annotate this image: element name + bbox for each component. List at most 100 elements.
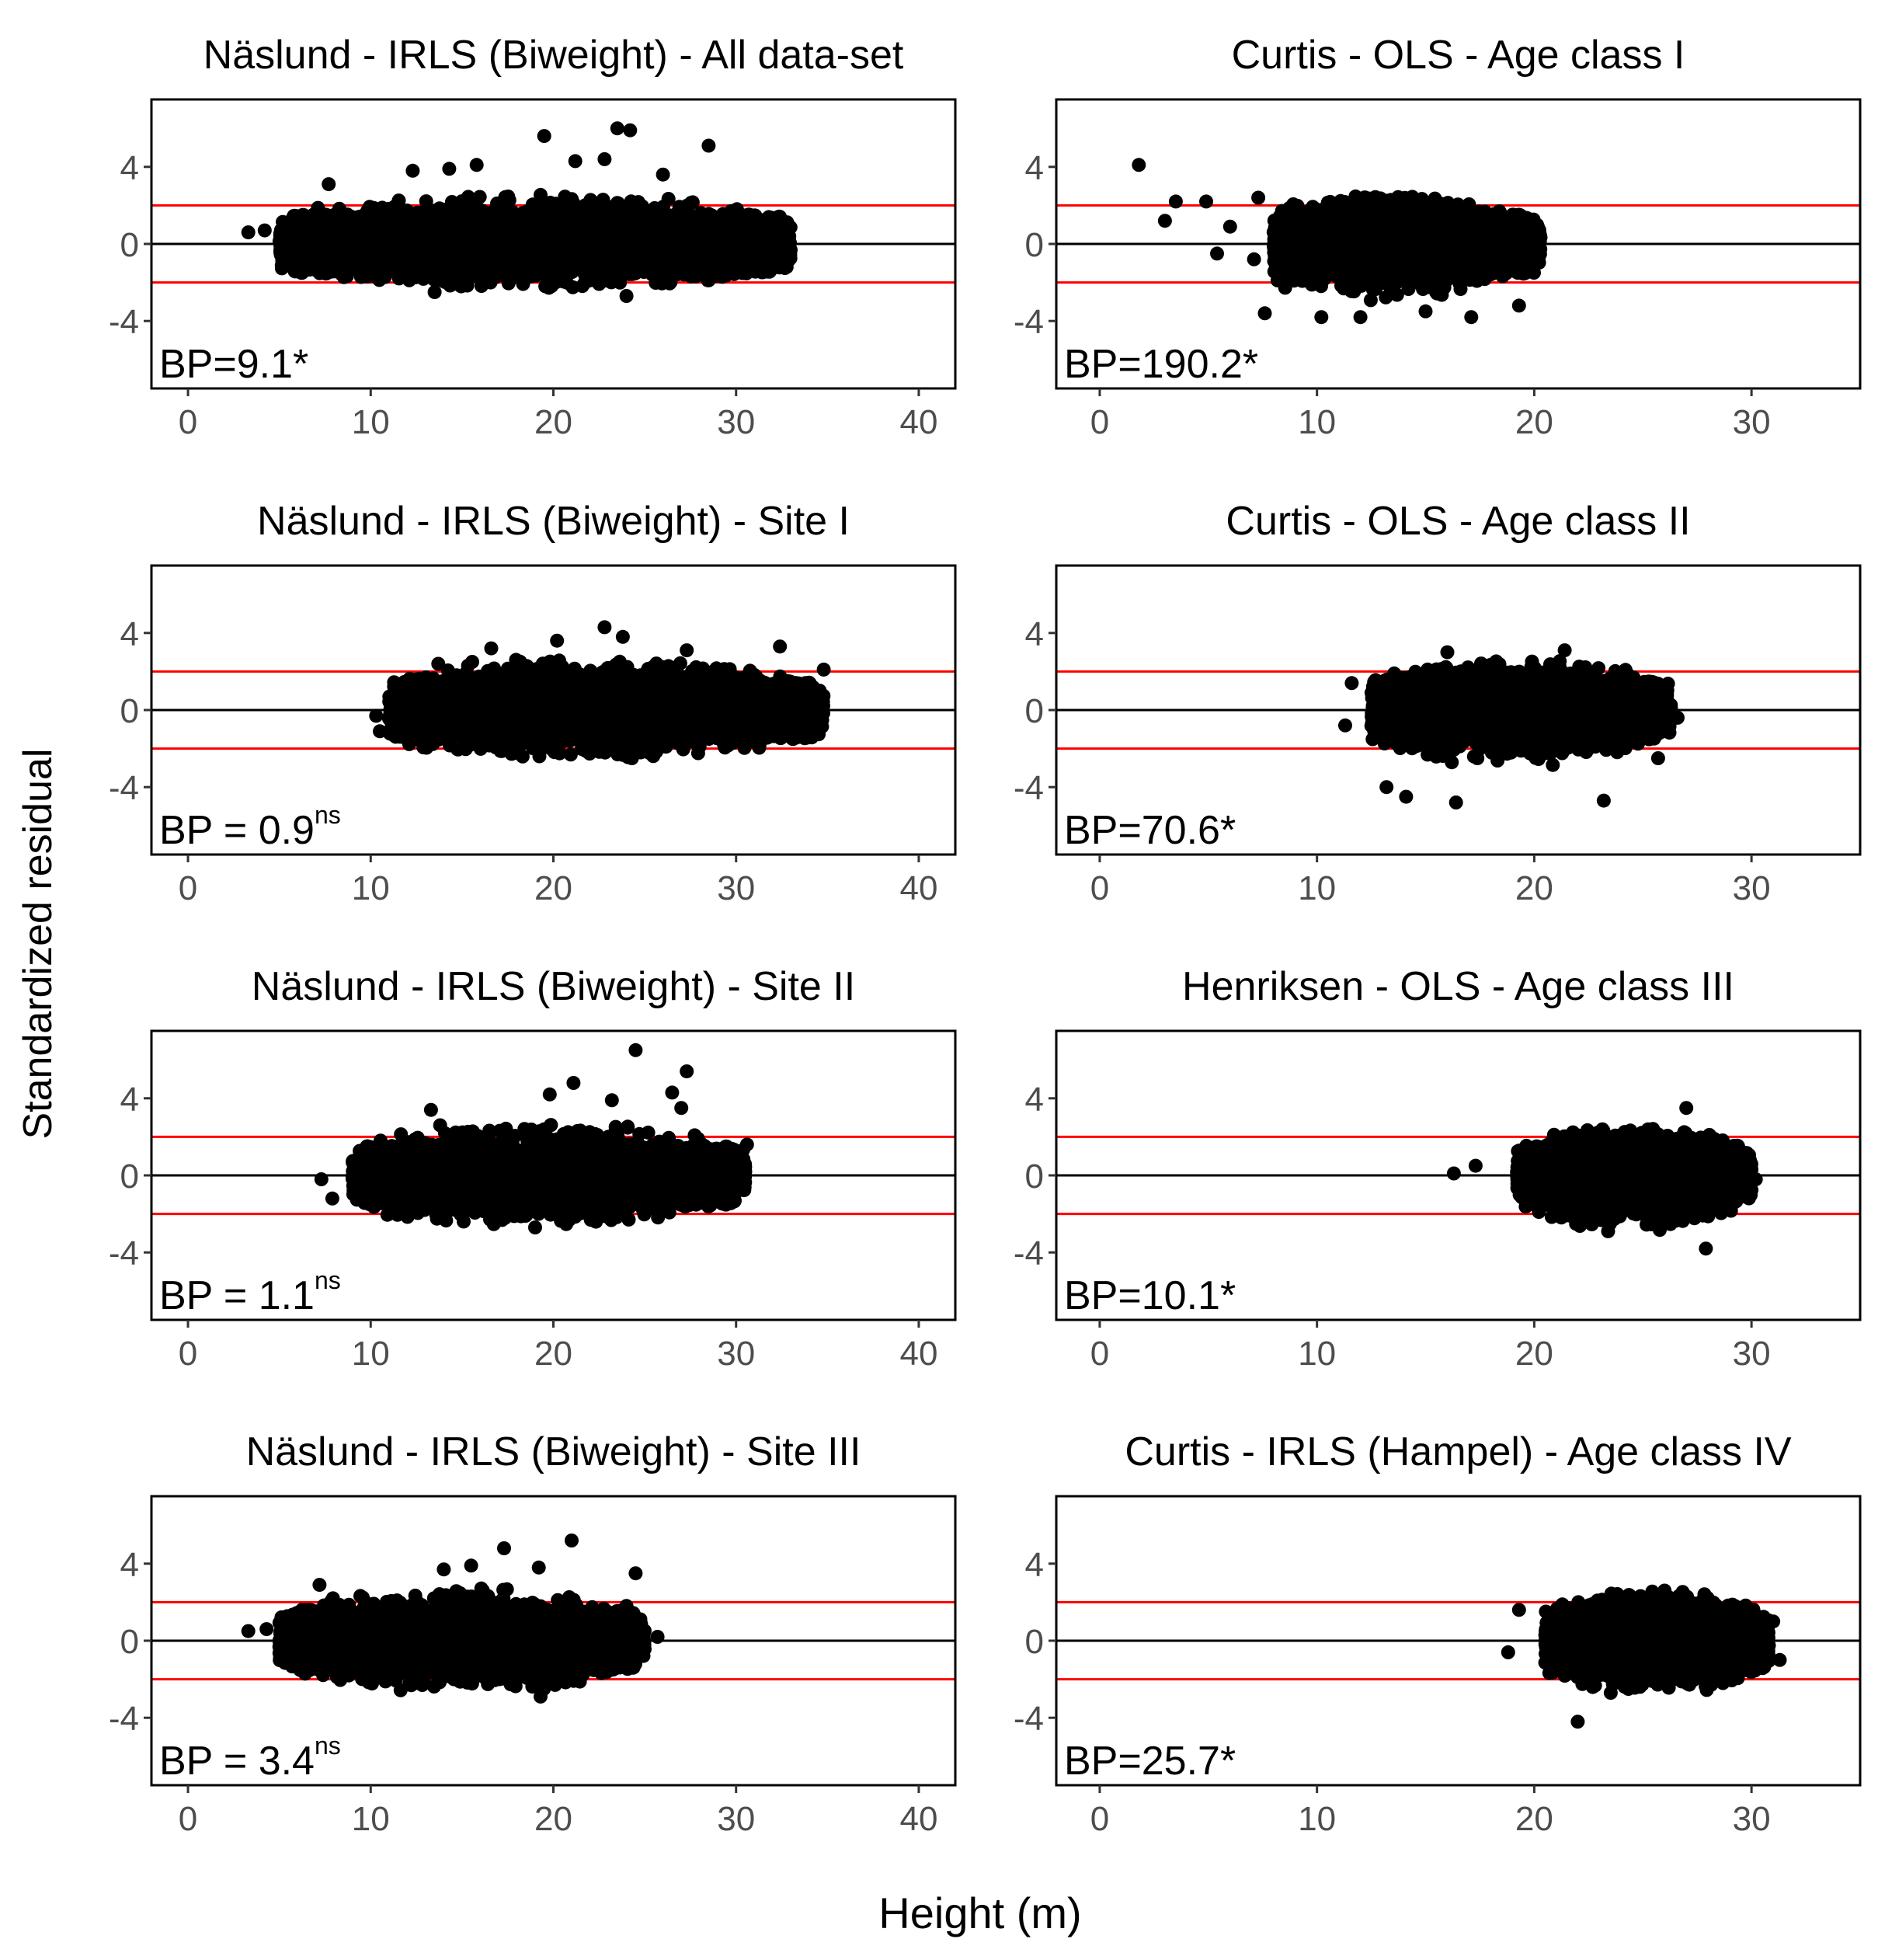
data-point (461, 190, 475, 204)
outlier-point (656, 167, 670, 182)
data-point (283, 249, 299, 265)
data-point (672, 233, 688, 249)
data-point (495, 217, 511, 233)
data-point (575, 279, 589, 294)
data-point (690, 225, 706, 242)
data-point (273, 227, 287, 241)
outlier-point (537, 129, 551, 144)
data-point (443, 224, 460, 240)
data-point (343, 214, 360, 231)
panel-2: Curtis - OLS - Age class I40-40 10 20 30BP=… (1014, 33, 1862, 441)
data-point (423, 243, 438, 259)
data-point (569, 242, 586, 258)
data-point (370, 240, 386, 256)
data-point (534, 225, 549, 242)
outlier-point (442, 162, 457, 176)
data-point (419, 194, 433, 209)
data-point (721, 260, 737, 277)
data-point (482, 264, 498, 280)
data-point (592, 277, 607, 291)
data-point (767, 219, 784, 235)
outlier-point (610, 121, 624, 136)
data-point (618, 238, 635, 255)
data-point (534, 187, 548, 202)
data-point (613, 221, 628, 237)
data-point (468, 220, 484, 236)
outlier-point (322, 177, 336, 192)
data-point (675, 210, 691, 226)
y-tick-label: 4 (120, 149, 139, 187)
data-point (388, 236, 405, 252)
x-tick-label: 30 (717, 403, 755, 441)
data-point (444, 195, 459, 209)
data-point (294, 264, 310, 280)
data-point (375, 264, 391, 280)
data-point (474, 252, 490, 269)
x-tick-label: 40 (899, 403, 937, 441)
data-point (453, 255, 468, 271)
data-point (325, 208, 342, 224)
data-point (674, 261, 690, 277)
x-axis-label: Height (m) (878, 1889, 1081, 1937)
data-point (702, 263, 718, 279)
data-point (315, 247, 331, 263)
data-point (485, 244, 500, 260)
data-point (500, 236, 516, 252)
data-point (442, 235, 458, 252)
panel-grid: Näslund - IRLS (Biweight) - All data-set… (109, 33, 1862, 1838)
data-point (346, 228, 363, 244)
data-point (635, 211, 651, 227)
data-point (721, 236, 737, 252)
data-point (388, 263, 405, 280)
x-tick-label: 20 (534, 403, 572, 441)
outlier-point (619, 289, 634, 303)
data-point (338, 264, 354, 280)
data-point (693, 247, 709, 263)
panel-1: Näslund - IRLS (Biweight) - All data-set… (109, 33, 957, 441)
data-point (532, 255, 548, 271)
data-point (502, 193, 516, 207)
data-point (437, 262, 454, 278)
outlier-point (623, 123, 638, 138)
panel-title: Näslund - IRLS (Biweight) - All data-set (203, 33, 904, 78)
data-point (515, 211, 531, 227)
bp-statistic: BP=9.1* (159, 342, 308, 387)
data-point (544, 277, 558, 291)
data-point (570, 210, 586, 226)
data-point (661, 192, 676, 206)
data-point (659, 246, 675, 263)
data-point (743, 212, 759, 228)
bp-statistic-value: BP=9.1* (159, 342, 308, 387)
data-point (377, 214, 394, 230)
outlier-point (568, 154, 583, 169)
data-point (460, 278, 475, 293)
data-point (286, 223, 302, 239)
data-point (503, 252, 520, 269)
data-point (720, 214, 736, 231)
data-point (702, 235, 718, 252)
outlier-point (257, 223, 272, 238)
y-tick-label: -4 (109, 303, 139, 341)
data-point (430, 207, 446, 223)
data-point (1379, 290, 1393, 305)
data-point (693, 213, 709, 229)
outlier-point (241, 225, 256, 240)
data-point (587, 245, 603, 261)
x-tick-label: 10 (352, 403, 390, 441)
data-point (522, 242, 538, 259)
data-point (354, 248, 370, 264)
data-point (558, 264, 574, 280)
outlier-point (405, 163, 420, 178)
outlier-point (427, 285, 442, 299)
data-point (604, 242, 621, 259)
y-tick-label: 0 (120, 226, 139, 264)
data-point (421, 260, 437, 277)
data-point (637, 248, 652, 264)
data-point (645, 224, 661, 240)
outlier-point (469, 158, 484, 172)
data-point (525, 197, 540, 212)
data-point (544, 211, 560, 227)
outlier-point (701, 138, 716, 153)
data-point (753, 245, 770, 262)
